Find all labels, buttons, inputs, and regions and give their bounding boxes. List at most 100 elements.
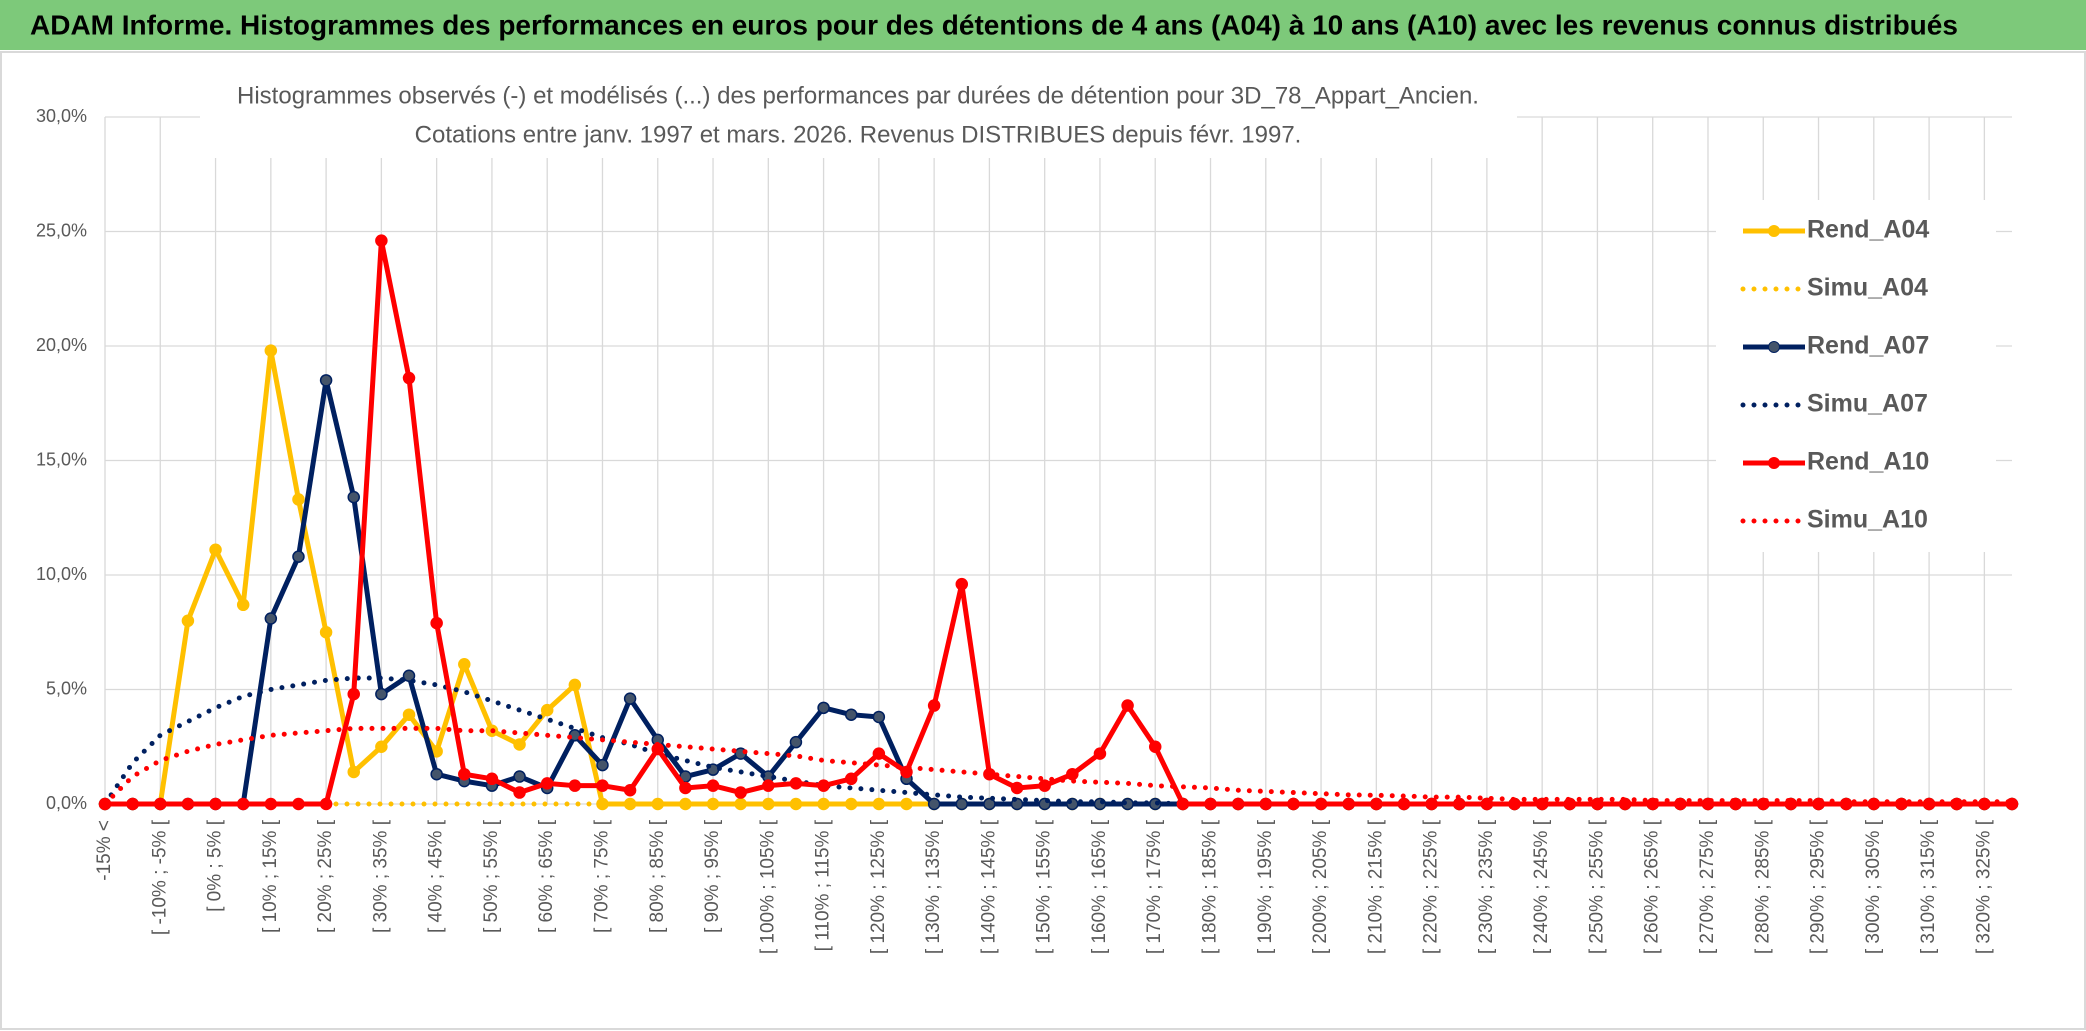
y-tick-label: 10,0% xyxy=(36,564,87,584)
data-point xyxy=(513,770,526,783)
data-point xyxy=(402,669,416,683)
data-point xyxy=(1066,767,1079,781)
x-tick-label: [ 280% ; 285% [ xyxy=(1752,819,1773,954)
data-point xyxy=(375,740,388,753)
legend-label: Rend_A07 xyxy=(1807,332,1929,360)
data-point xyxy=(319,626,333,639)
x-tick-label: [ 250% ; 255% [ xyxy=(1586,819,1607,954)
data-point xyxy=(1397,797,1411,811)
y-tick-label: 15,0% xyxy=(36,449,87,469)
data-point xyxy=(181,614,195,628)
data-point xyxy=(513,738,526,751)
title-bar xyxy=(0,0,2086,50)
chart-subtitle: Cotations entre janv. 1997 et mars. 2026… xyxy=(415,121,1302,148)
data-point xyxy=(485,772,499,786)
y-tick-label: 25,0% xyxy=(36,220,87,240)
x-tick-label: [ 60% ; 65% [ xyxy=(536,819,557,933)
data-point xyxy=(1370,797,1383,811)
data-point xyxy=(264,612,278,625)
subtitle-background xyxy=(200,80,1517,158)
data-point xyxy=(292,493,305,506)
data-point xyxy=(375,687,388,701)
x-tick-label: [ 170% ; 175% [ xyxy=(1144,819,1165,954)
data-point xyxy=(209,543,222,557)
data-point xyxy=(1287,797,1300,811)
data-point xyxy=(706,779,720,792)
legend-marker xyxy=(1768,225,1780,237)
data-point xyxy=(319,797,333,811)
data-point xyxy=(1342,797,1355,811)
data-point xyxy=(817,779,830,792)
x-tick-label: [ 90% ; 95% [ xyxy=(702,819,723,933)
data-point xyxy=(623,797,637,811)
x-tick-label: [ 160% ; 165% [ xyxy=(1089,819,1110,954)
data-point xyxy=(458,658,471,671)
legend: Rend_A04 Simu_A04 Rend_A07 Simu_A07 Rend_A10… xyxy=(1740,216,1929,534)
x-tick-label: [ 0% ; 5% [ xyxy=(205,819,226,912)
legend-label: Simu_A07 xyxy=(1807,390,1928,418)
data-point xyxy=(762,779,775,792)
data-point xyxy=(513,786,526,799)
data-point xyxy=(292,550,305,563)
data-point xyxy=(430,616,443,630)
x-tick-label: [ 320% ; 325% [ xyxy=(1973,819,1994,954)
data-point xyxy=(1121,699,1134,712)
x-tick-label: [ 230% ; 235% [ xyxy=(1476,819,1497,954)
data-point xyxy=(844,772,858,786)
data-point xyxy=(1148,740,1162,753)
data-point xyxy=(1314,797,1328,811)
x-tick-label: [ 140% ; 145% [ xyxy=(978,819,999,954)
series-line xyxy=(105,238,2012,807)
y-tick-label: 20,0% xyxy=(36,335,87,355)
data-point xyxy=(402,371,416,385)
data-point xyxy=(458,767,471,781)
x-tick-label: [ 180% ; 185% [ xyxy=(1200,819,1221,954)
data-point xyxy=(1425,797,1438,811)
data-point xyxy=(679,797,692,811)
grid: -15% < [ -10% ; -5% [[ 0% ; 5% [[ 10% ; 1… xyxy=(36,106,2012,954)
data-point xyxy=(872,747,886,760)
data-point xyxy=(236,598,250,612)
x-tick-label: [ 100% ; 105% [ xyxy=(757,819,778,954)
legend-marker xyxy=(1768,341,1780,353)
data-point xyxy=(568,779,582,792)
legend-background xyxy=(1716,200,1996,552)
data-point xyxy=(789,777,803,790)
x-tick-label: [ 80% ; 85% [ xyxy=(647,819,668,933)
x-tick-label: [ 30% ; 35% [ xyxy=(370,819,391,933)
x-tick-label: [ 220% ; 225% [ xyxy=(1421,819,1442,954)
x-tick-label: [ 40% ; 45% [ xyxy=(426,819,447,933)
data-point xyxy=(292,797,305,811)
x-tick-label: [ 200% ; 205% [ xyxy=(1310,819,1331,954)
data-point xyxy=(264,797,278,811)
data-point xyxy=(209,797,222,811)
data-point xyxy=(181,797,195,811)
data-point xyxy=(596,779,609,792)
data-point xyxy=(1259,797,1273,811)
x-tick-label: [ 240% ; 245% [ xyxy=(1531,819,1552,954)
data-point xyxy=(844,708,858,721)
data-point xyxy=(430,767,443,781)
data-point xyxy=(1093,747,1107,760)
data-point xyxy=(1204,797,1217,811)
legend-label: Rend_A10 xyxy=(1807,448,1929,476)
data-point xyxy=(347,765,360,779)
data-point xyxy=(955,577,969,591)
x-tick-label: [ 10% ; 15% [ xyxy=(260,819,281,933)
legend-label: Simu_A10 xyxy=(1807,506,1928,534)
x-tick-label: [ 290% ; 295% [ xyxy=(1808,819,1829,954)
x-tick-label: [ 20% ; 25% [ xyxy=(315,819,336,933)
y-tick-label: 0,0% xyxy=(46,793,87,813)
data-point xyxy=(789,735,803,749)
data-point xyxy=(955,797,969,811)
series-lines xyxy=(98,234,2019,811)
legend-marker xyxy=(1768,457,1780,469)
data-point xyxy=(983,797,996,811)
data-point xyxy=(540,703,554,717)
x-tick-label: [ 130% ; 135% [ xyxy=(923,819,944,954)
x-tick-label: [ -10% ; -5% [ xyxy=(149,819,170,935)
data-point xyxy=(126,797,139,811)
legend-label: Rend_A04 xyxy=(1807,216,1929,244)
x-tick-label: [ 210% ; 215% [ xyxy=(1365,819,1386,954)
x-tick-label: [ 50% ; 55% [ xyxy=(481,819,502,933)
